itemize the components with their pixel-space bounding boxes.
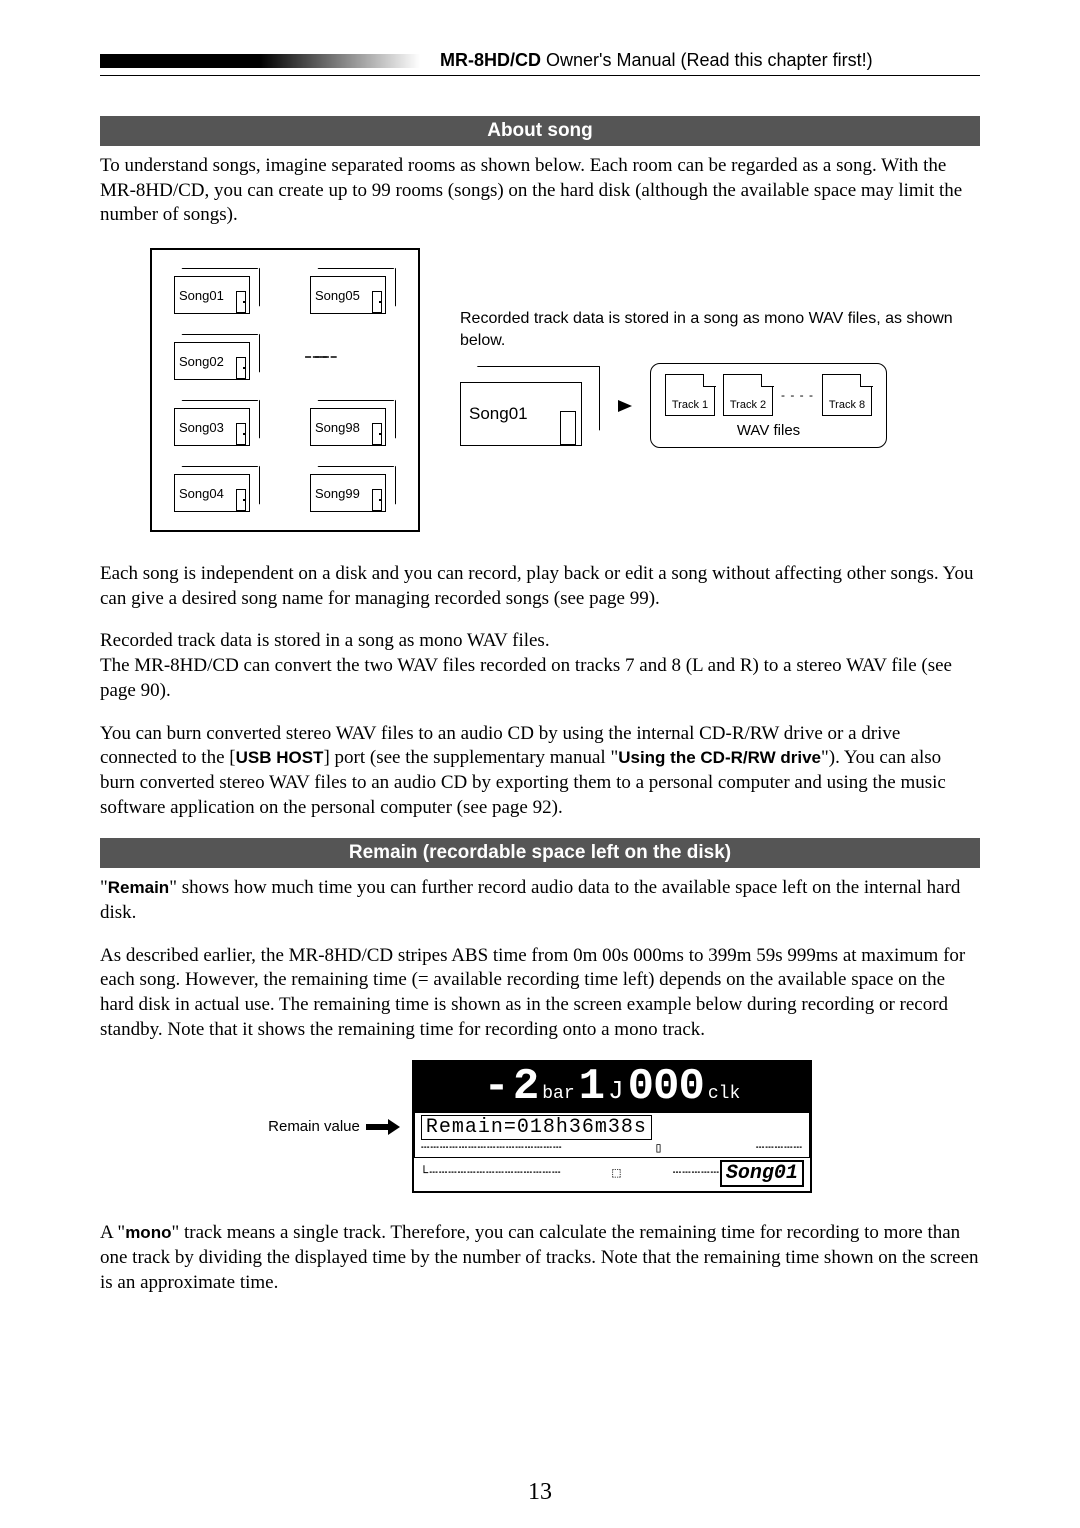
about-song-p4: You can burn converted stereo WAV files … — [100, 722, 980, 821]
lcd-remain-value: Remain=018h36m38s — [421, 1115, 652, 1140]
wav-file: Track 8 — [822, 374, 872, 416]
arrow-right-icon — [618, 400, 632, 412]
song-box-large: Song01 — [460, 366, 600, 446]
about-song-p2: Each song is independent on a disk and y… — [100, 562, 980, 611]
song-box: Song99 — [310, 466, 396, 512]
page-number: 13 — [0, 1479, 1080, 1506]
header-text: MR-8HD/CD Owner's Manual (Read this chap… — [440, 50, 873, 71]
model-name: MR-8HD/CD — [440, 50, 541, 70]
song-box: Song02 — [174, 334, 260, 380]
vertical-dots-icon: ┆┆ — [310, 334, 396, 380]
dash-icon: - - - - — [781, 388, 814, 402]
section-heading-remain: Remain (recordable space left on the dis… — [100, 838, 980, 868]
wav-file: Track 2 — [723, 374, 773, 416]
lcd-bottom-row: └┄┄┄┄┄┄┄┄┄┄┄┄┄┄⬚┄┄┄┄┄ Song01 — [414, 1158, 810, 1191]
song-grid: Song01 Song02 Song03 Song04 Song05 ┆┆ So… — [150, 248, 420, 532]
lcd-row: Remain value - 2 bar 1 J 000 clk Remain=… — [268, 1060, 812, 1193]
song-diagram-row: Song01 Song02 Song03 Song04 Song05 ┆┆ So… — [150, 248, 980, 532]
song-box: Song04 — [174, 466, 260, 512]
wav-diagram: Recorded track data is stored in a song … — [460, 248, 980, 532]
remain-p2: As described earlier, the MR-8HD/CD stri… — [100, 944, 980, 1043]
lcd-mid-row: Remain=018h36m38s ┄┄┄┄┄┄┄┄┄┄┄┄┄┄┄▯┄┄┄┄┄ — [414, 1112, 810, 1158]
song-col-left: Song01 Song02 Song03 Song04 — [174, 268, 260, 512]
wav-file: Track 1 — [665, 374, 715, 416]
lcd-meter-2: └┄┄┄┄┄┄┄┄┄┄┄┄┄┄⬚┄┄┄┄┄ — [420, 1165, 720, 1182]
song-box: Song05 — [310, 268, 396, 314]
wav-files-label: WAV files — [737, 422, 800, 439]
song-col-right: Song05 ┆┆ Song98 Song99 — [310, 268, 396, 512]
lcd-song-tag: Song01 — [720, 1160, 804, 1187]
wav-files-container: Track 1 Track 2 - - - - Track 8 WAV file… — [650, 363, 887, 448]
lcd-top-row: - 2 bar 1 J 000 clk — [414, 1062, 810, 1112]
arrow-right-icon — [366, 1124, 390, 1130]
about-song-p1: To understand songs, imagine separated r… — [100, 154, 980, 228]
song-box: Song01 — [174, 268, 260, 314]
remain-p3: A "mono" track means a single track. The… — [100, 1221, 980, 1295]
remain-p1: "Remain" shows how much time you can fur… — [100, 876, 980, 925]
remain-value-label: Remain value — [268, 1118, 360, 1135]
song-box: Song03 — [174, 400, 260, 446]
about-song-p3: Recorded track data is stored in a song … — [100, 629, 980, 703]
header-rule — [100, 75, 980, 76]
wav-caption: Recorded track data is stored in a song … — [460, 308, 980, 351]
header-suffix: Owner's Manual (Read this chapter first!… — [541, 50, 873, 70]
lcd-wrap: Remain value - 2 bar 1 J 000 clk Remain=… — [100, 1060, 980, 1193]
wav-row: Song01 Track 1 Track 2 - - - - Track 8 W… — [460, 363, 980, 448]
wav-files-row: Track 1 Track 2 - - - - Track 8 — [665, 374, 872, 416]
lcd-meter-1: ┄┄┄┄┄┄┄┄┄┄┄┄┄┄┄▯┄┄┄┄┄ — [421, 1140, 803, 1157]
page-header: MR-8HD/CD Owner's Manual (Read this chap… — [100, 50, 980, 71]
header-gradient — [100, 54, 420, 68]
lcd-display: - 2 bar 1 J 000 clk Remain=018h36m38s ┄┄… — [412, 1060, 812, 1193]
section-heading-about-song: About song — [100, 116, 980, 146]
song-box: Song98 — [310, 400, 396, 446]
